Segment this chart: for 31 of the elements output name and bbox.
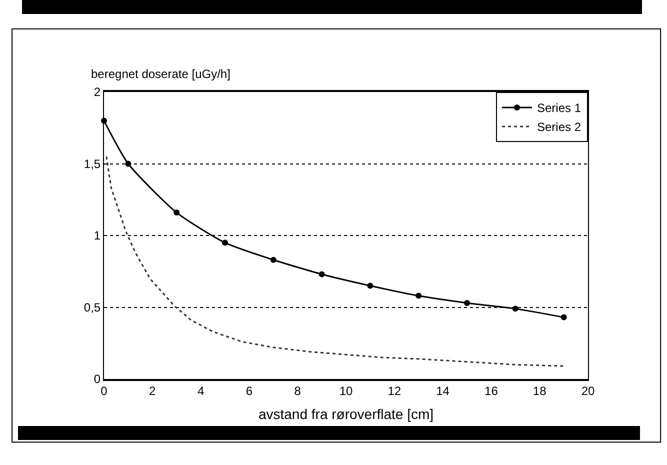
point (270, 256, 276, 263)
point (464, 300, 470, 306)
y-tick-label: 2 (94, 85, 101, 100)
point (101, 118, 107, 124)
point (367, 282, 374, 289)
point (174, 210, 180, 216)
point (222, 240, 228, 246)
legend-label: Series 1 (537, 101, 582, 116)
point (416, 292, 422, 299)
legend-label: Series 2 (537, 120, 582, 134)
x-tick-label: 12 (388, 384, 402, 398)
x-tick-label: 4 (197, 384, 204, 398)
y-tick-label: 0,5 (84, 300, 101, 314)
x-tick-label: 6 (246, 384, 253, 398)
x-tick-label: 18 (532, 384, 547, 398)
point (512, 306, 518, 312)
point (125, 160, 132, 167)
y-axis-title: beregnet doserate [uGy/h] (91, 67, 230, 81)
x-tick-label: 16 (484, 384, 498, 398)
x-axis-title: avstand fra røroverflate [cm] (258, 406, 434, 422)
x-tick-label: 20 (581, 384, 595, 398)
x-tick-label: 8 (294, 384, 302, 398)
x-tick-label: 10 (339, 384, 353, 398)
x-tick-label: 2 (149, 384, 156, 398)
y-tick-label: 0 (94, 372, 101, 386)
y-tick-label: 1,5 (84, 156, 101, 171)
x-tick-label: 14 (436, 384, 450, 398)
point (318, 271, 325, 278)
point (560, 314, 567, 320)
line-series (106, 156, 565, 367)
y-tick-label: 1 (94, 228, 101, 243)
